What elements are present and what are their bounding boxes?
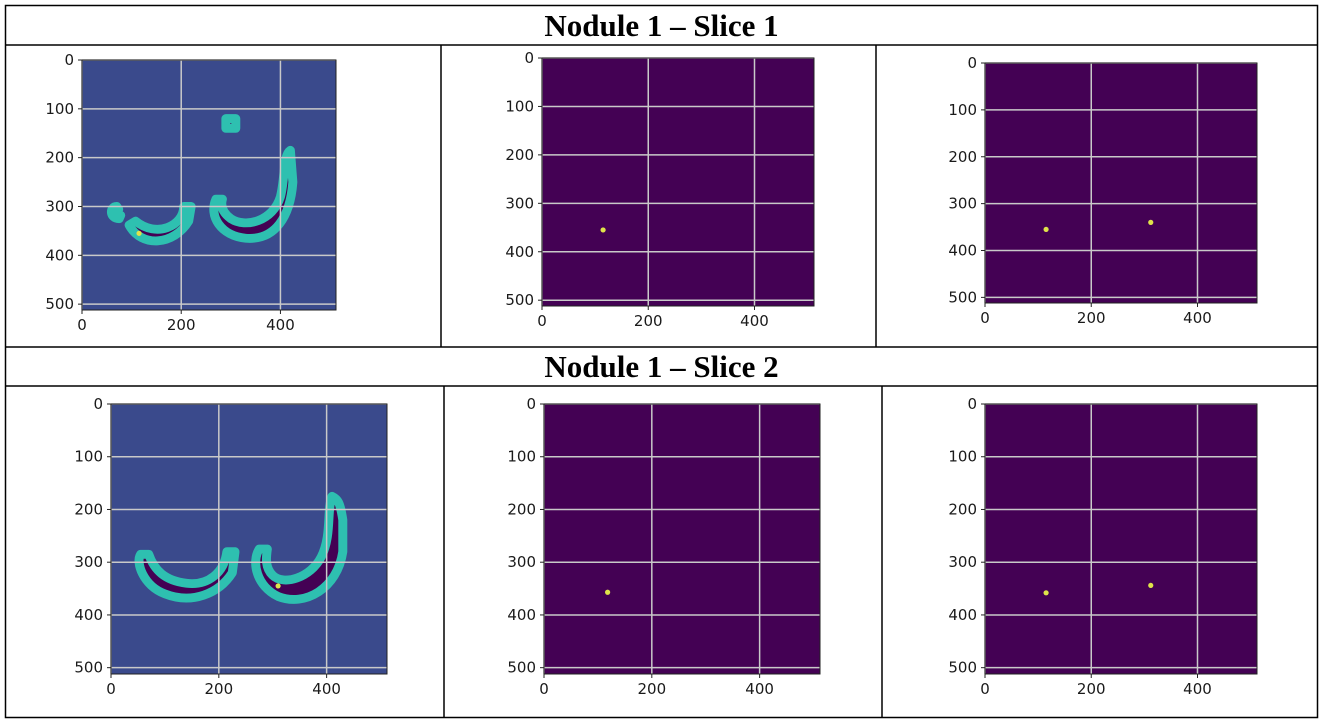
y-tick-label: 500 xyxy=(948,288,977,306)
y-tick-label: 0 xyxy=(64,51,74,69)
y-tick-label: 300 xyxy=(505,194,534,212)
y-tick-label: 500 xyxy=(948,659,977,677)
slice-1-predicted-mask-plot: 0 100 200 300 400 500 0 200 400 xyxy=(877,46,1317,346)
x-tick-label: 0 xyxy=(106,680,116,698)
y-tick-label: 300 xyxy=(948,195,977,213)
y-tick-label: 100 xyxy=(948,448,977,466)
y-tick-label: 200 xyxy=(948,500,977,518)
slice-1-lung-segmentation-plot: 0 100 200 300 400 500 0 200 400 xyxy=(7,46,440,346)
x-tick-label: 200 xyxy=(1077,680,1106,698)
x-tick-label: 0 xyxy=(980,309,990,327)
y-tick-label: 500 xyxy=(505,291,534,309)
y-tick-label: 100 xyxy=(507,448,536,466)
x-tick-label: 200 xyxy=(637,680,666,698)
nodule-point xyxy=(605,589,611,595)
y-tick-label: 200 xyxy=(74,500,103,518)
nodule-point xyxy=(136,230,142,236)
y-tick-label: 0 xyxy=(526,395,536,413)
nodule-point xyxy=(600,227,606,233)
nodule-point xyxy=(1148,582,1154,589)
image-background xyxy=(985,63,1257,303)
plot-frame xyxy=(81,59,337,311)
plot-frame xyxy=(541,57,815,307)
y-tick-label: 500 xyxy=(74,659,103,677)
y-tick-label: 500 xyxy=(507,659,536,677)
x-tick-label: 400 xyxy=(1183,309,1212,327)
x-tick-label: 0 xyxy=(539,680,549,698)
row-title-slice-1: Nodule 1 – Slice 1 xyxy=(544,7,779,43)
y-tick-label: 300 xyxy=(948,553,977,571)
y-tick-label: 200 xyxy=(948,148,977,166)
y-tick-label: 100 xyxy=(74,448,103,466)
slice-2-nodule-mask-plot: 0 100 200 300 400 500 0 200 400 xyxy=(445,387,881,717)
lung-contour xyxy=(209,145,298,243)
y-tick-label: 400 xyxy=(507,606,536,624)
lung-contour xyxy=(251,491,348,604)
slice-2-lung-segmentation-plot: 0 100 200 300 400 500 0 200 400 xyxy=(7,387,443,717)
image-background xyxy=(542,58,814,306)
row-title-slice-2: Nodule 1 – Slice 2 xyxy=(544,349,779,384)
x-tick-label: 200 xyxy=(1077,309,1106,327)
y-tick-label: 200 xyxy=(45,149,74,167)
plot-frame xyxy=(543,403,821,675)
x-tick-label: 400 xyxy=(745,680,774,698)
x-tick-label: 400 xyxy=(740,312,769,330)
x-tick-label: 400 xyxy=(312,680,341,698)
x-tick-label: 0 xyxy=(77,316,87,334)
y-tick-label: 300 xyxy=(507,553,536,571)
plot-frame xyxy=(110,403,388,675)
x-tick-label: 200 xyxy=(634,312,663,330)
slice-1-nodule-mask-plot: 0 100 200 300 400 500 0 200 400 xyxy=(442,46,875,346)
y-tick-label: 400 xyxy=(45,246,74,264)
nodule-point xyxy=(1148,219,1154,225)
lung-contour xyxy=(221,114,241,133)
y-tick-label: 500 xyxy=(45,295,74,313)
y-tick-label: 300 xyxy=(45,197,74,215)
y-tick-label: 400 xyxy=(505,243,534,261)
y-tick-label: 0 xyxy=(524,49,534,67)
nodule-point xyxy=(1043,590,1049,596)
x-tick-label: 400 xyxy=(1183,680,1212,698)
nodule-point xyxy=(275,583,281,589)
image-background xyxy=(985,404,1257,674)
x-tick-label: 0 xyxy=(537,312,547,330)
x-tick-label: 0 xyxy=(980,680,990,698)
x-tick-label: 200 xyxy=(204,680,233,698)
y-tick-label: 100 xyxy=(948,101,977,119)
x-tick-label: 200 xyxy=(167,316,196,334)
y-tick-label: 0 xyxy=(967,54,977,72)
plot-frame xyxy=(984,403,1258,675)
y-tick-label: 200 xyxy=(507,500,536,518)
y-tick-label: 100 xyxy=(45,100,74,118)
y-tick-label: 0 xyxy=(967,395,977,413)
y-tick-label: 400 xyxy=(948,606,977,624)
y-tick-label: 400 xyxy=(74,606,103,624)
nodule-point xyxy=(1043,226,1049,233)
y-tick-label: 300 xyxy=(74,553,103,571)
image-background xyxy=(82,60,336,310)
image-background xyxy=(544,404,820,674)
x-tick-label: 400 xyxy=(266,316,295,334)
slice-2-predicted-mask-plot: 0 100 200 300 400 500 0 200 400 xyxy=(883,387,1317,717)
y-tick-label: 200 xyxy=(505,146,534,164)
lung-contour xyxy=(106,202,126,224)
y-tick-label: 0 xyxy=(93,395,103,413)
y-tick-label: 100 xyxy=(505,97,534,115)
plot-frame xyxy=(984,62,1258,304)
y-tick-label: 400 xyxy=(948,242,977,260)
